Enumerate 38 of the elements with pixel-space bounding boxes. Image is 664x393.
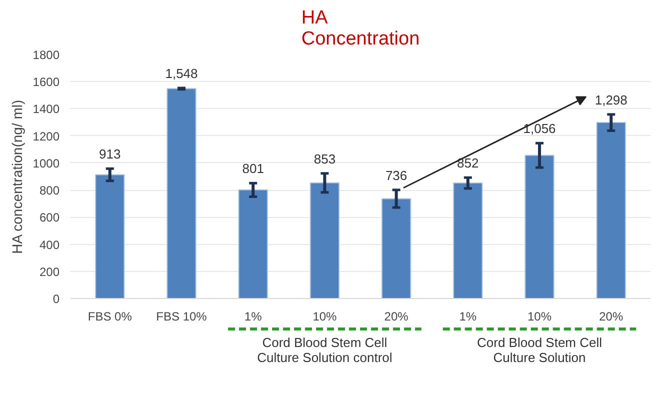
y-tick-label: 800 xyxy=(39,184,60,198)
data-label: 853 xyxy=(314,151,336,166)
x-tick-label: 10% xyxy=(528,310,552,324)
y-tick-label: 600 xyxy=(39,210,60,225)
x-tick-label: 10% xyxy=(312,310,338,324)
y-tick-label: 200 xyxy=(39,264,60,279)
x-tick-label: 20% xyxy=(384,310,409,324)
x-tick-label: 1% xyxy=(244,310,262,324)
x-tick-label: 20% xyxy=(599,310,624,324)
bar xyxy=(596,122,626,298)
x-tick-label: 1% xyxy=(459,310,477,324)
text: Cord Blood Stem Cell Culture Solution control xyxy=(257,335,392,366)
y-tick-label: 1800 xyxy=(32,48,60,62)
bar xyxy=(95,174,125,298)
bar xyxy=(453,182,483,298)
data-label: 852 xyxy=(457,156,479,171)
chart-title: HA Concentration xyxy=(301,8,420,50)
y-tick-label: 1200 xyxy=(32,129,60,144)
text: Cord Blood Stem Cell Culture Solution xyxy=(477,335,602,366)
bar xyxy=(238,189,268,298)
data-label: 736 xyxy=(385,168,408,183)
y-axis-title: HA concentration(ng/ ml) xyxy=(8,100,25,254)
data-label: 1,298 xyxy=(594,92,628,108)
y-tick-label: 400 xyxy=(39,238,60,252)
x-tick-label: FBS 10% xyxy=(156,310,208,324)
x-tick-label: FBS 0% xyxy=(88,310,132,324)
data-label: 913 xyxy=(99,146,121,162)
bar xyxy=(524,154,554,298)
bar xyxy=(166,88,196,298)
y-tick-label: 1600 xyxy=(32,75,60,90)
data-label: 801 xyxy=(242,161,264,176)
y-tick-label: 1000 xyxy=(32,156,60,170)
bar xyxy=(310,182,340,298)
y-tick-label: 1400 xyxy=(32,102,60,116)
data-label: 1,548 xyxy=(165,66,198,81)
y-tick-label: 0 xyxy=(52,292,60,306)
bar xyxy=(381,198,412,298)
data-label: 1,056 xyxy=(523,121,556,136)
